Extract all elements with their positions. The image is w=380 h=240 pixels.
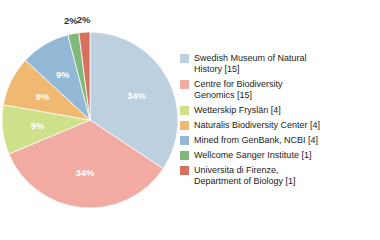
svg-text:2%: 2%	[77, 14, 91, 25]
svg-text:9%: 9%	[56, 69, 70, 80]
svg-text:34%: 34%	[127, 90, 147, 101]
html-text:Mined from GenBank, NCBI [4]: Mined from GenBank, NCBI [4]	[194, 135, 319, 145]
html-text:Centre for Biodiversity Genomi: Centre for Biodiversity Genomics [15]	[194, 79, 283, 100]
html-text:Universita di Firenze, Departm: Universita di Firenze, Department of Bio…	[194, 165, 296, 186]
html-text:Wetterskip Fryslän [4]: Wetterskip Fryslän [4]	[194, 105, 281, 115]
svg-text:9%: 9%	[31, 120, 45, 131]
svg-text:9%: 9%	[36, 91, 50, 102]
svg-text:34%: 34%	[75, 167, 95, 178]
svg-text:2%: 2%	[64, 15, 78, 27]
html-text:Naturalis Biodiversity Center: Naturalis Biodiversity Center [4]	[194, 120, 321, 130]
html-text:Wellcome Sanger Institute [1]: Wellcome Sanger Institute [1]	[194, 150, 312, 160]
html-text:Swedish Museum of Natural Hist: Swedish Museum of Natural History [15]	[194, 53, 307, 74]
